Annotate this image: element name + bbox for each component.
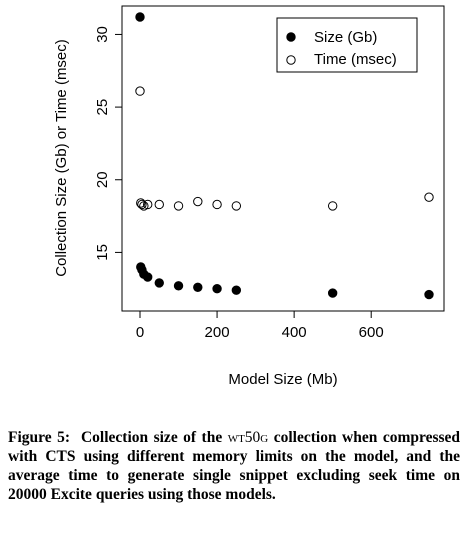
- time-point-8: [212, 199, 222, 210]
- time-point-4: [143, 199, 153, 210]
- x-tick-label-2: 400: [282, 324, 307, 341]
- legend-label-size: Size (Gb): [314, 29, 377, 46]
- time-point-11: [424, 192, 434, 202]
- x-tick-label-0: 0: [136, 324, 144, 341]
- legend: Size (Gb) Time (msec): [276, 17, 418, 73]
- size-point-0: [135, 12, 145, 22]
- caption-text-before: Collection size of the: [80, 429, 223, 446]
- size-point-9: [231, 285, 242, 295]
- caption-label: Figure 5:: [8, 429, 71, 446]
- time-point-1: [136, 198, 146, 208]
- legend-label-time: Time (msec): [314, 51, 397, 68]
- series-time: [135, 86, 434, 211]
- y-tick-label-2: 25: [94, 99, 111, 116]
- time-point-5: [154, 199, 164, 210]
- time-point-10: [327, 201, 338, 211]
- figure-caption: Figure 5: Collection size of the wt50g c…: [8, 428, 460, 504]
- size-point-5: [154, 278, 164, 288]
- time-point-6: [173, 201, 184, 211]
- size-point-6: [173, 281, 184, 291]
- x-tick-label-3: 600: [359, 324, 384, 341]
- legend-box: [276, 17, 418, 73]
- time-point-7: [193, 196, 203, 207]
- scatter-chart: 0 200 400 600 15 20 25 30 Model Size (Mb) Coll…: [53, 5, 445, 388]
- size-point-10: [327, 288, 338, 298]
- y-axis: 15 20 25 30: [94, 26, 122, 261]
- legend-marker-time: [286, 55, 296, 65]
- y-tick-label-0: 15: [94, 244, 111, 261]
- data-points: [135, 12, 434, 300]
- size-point-7: [193, 282, 203, 292]
- size-point-11: [424, 289, 434, 300]
- series-size: [135, 12, 434, 300]
- time-point-9: [231, 201, 242, 211]
- time-point-3: [139, 201, 149, 211]
- x-axis: 0 200 400 600: [136, 311, 384, 341]
- y-tick-label-3: 30: [94, 26, 111, 43]
- x-axis-label: Model Size (Mb): [228, 371, 337, 388]
- size-point-4: [143, 272, 153, 282]
- legend-marker-size: [286, 32, 296, 42]
- caption-collection-name: wt50g: [227, 429, 269, 446]
- time-point-0: [135, 86, 145, 96]
- caption-text-after: collection when compressed with CTS usin…: [8, 429, 461, 503]
- y-tick-label-1: 20: [94, 171, 111, 188]
- plot-frame: [121, 5, 445, 312]
- time-point-2: [137, 199, 147, 210]
- size-point-8: [212, 284, 222, 294]
- y-axis-label: Collection Size (Gb) or Time (msec): [53, 39, 70, 277]
- x-tick-label-1: 200: [205, 324, 230, 341]
